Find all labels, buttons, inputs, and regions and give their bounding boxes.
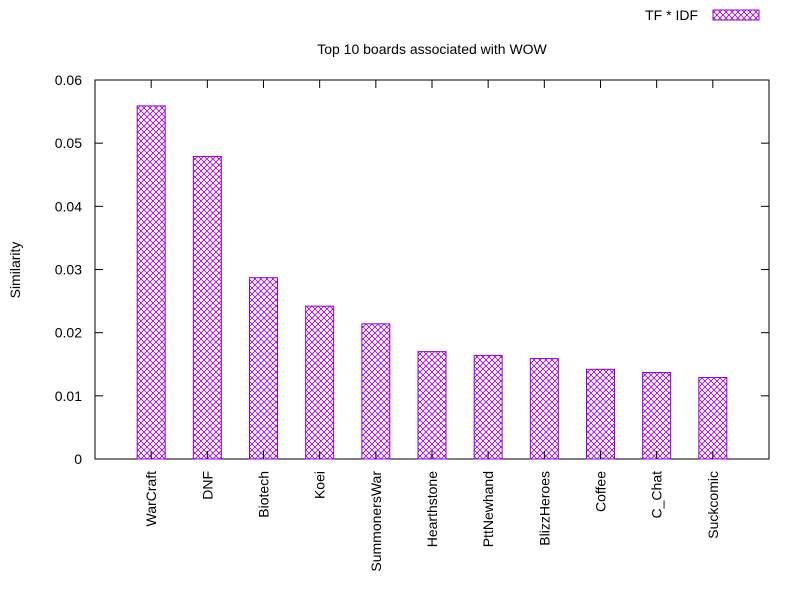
bar-warcraft — [136, 105, 166, 460]
x-tick-label: SummonersWar — [368, 471, 384, 572]
legend-label: TF * IDF — [645, 7, 698, 23]
x-tick-label: DNF — [199, 471, 215, 500]
x-tick-label: Biotech — [256, 471, 272, 518]
y-tick-label: 0.02 — [55, 325, 82, 341]
y-tick-label: 0 — [74, 451, 82, 467]
x-tick-label: BlizzHeroes — [536, 471, 552, 546]
bar-biotech — [249, 277, 278, 460]
y-tick-label: 0.05 — [55, 135, 82, 151]
bar-koei — [305, 305, 335, 460]
x-tick-label: PttNewhand — [480, 471, 496, 547]
x-tick-label: Hearthstone — [424, 471, 440, 547]
bar-suckcomic — [698, 377, 728, 460]
x-tick-label: Koei — [312, 471, 328, 499]
bar-coffee — [586, 368, 615, 460]
legend-swatch — [712, 9, 760, 21]
y-tick-label: 0.01 — [55, 388, 82, 404]
legend: TF * IDF — [645, 7, 760, 23]
bar-c-chat — [642, 371, 672, 460]
x-tick-label: WarCraft — [143, 471, 159, 527]
bar-summonerswar — [361, 323, 391, 460]
bar-series — [136, 105, 728, 460]
y-axis: 0 0.01 0.02 0.03 0.04 0.05 0.06 — [55, 72, 769, 467]
bar-blizzheroes — [529, 358, 559, 460]
bar-hearthstone — [417, 351, 447, 460]
x-tick-label: Suckcomic — [705, 471, 721, 539]
bar-pttnewhand — [473, 354, 503, 460]
y-axis-label: Similarity — [7, 242, 23, 299]
bar-dnf — [192, 155, 222, 460]
y-tick-label: 0.06 — [55, 72, 82, 88]
y-tick-label: 0.03 — [55, 262, 82, 278]
x-tick-label: Coffee — [593, 471, 609, 512]
x-tick-label: C_Chat — [649, 471, 665, 519]
chart-title: Top 10 boards associated with WOW — [317, 41, 547, 57]
x-axis: WarCraft DNF Biotech Koei SummonersWar Hearth… — [143, 80, 721, 572]
y-tick-label: 0.04 — [55, 198, 82, 214]
